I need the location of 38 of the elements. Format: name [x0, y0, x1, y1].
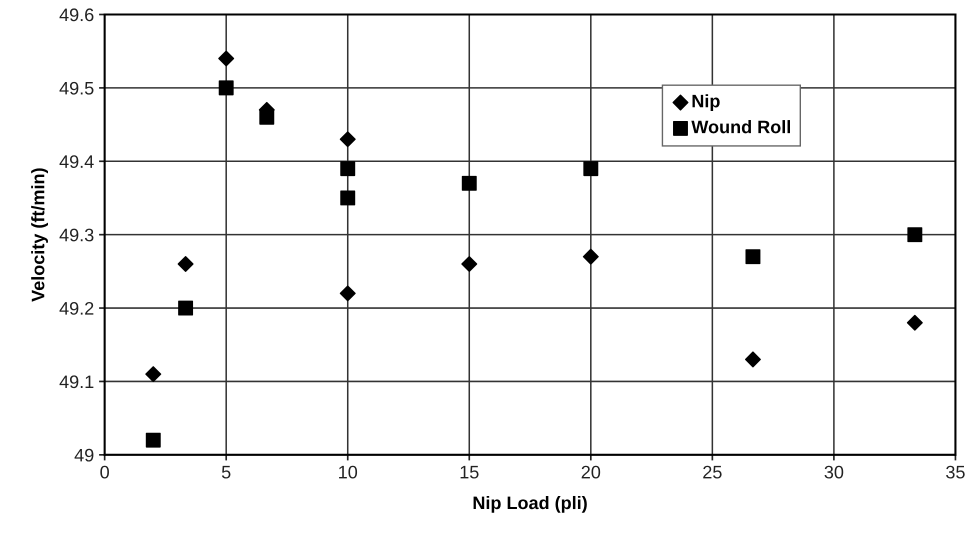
- x-tick-label: 35: [946, 466, 965, 479]
- point: [340, 161, 356, 176]
- point: [340, 285, 356, 302]
- legend-label: Nip: [692, 94, 720, 112]
- point: [744, 351, 761, 368]
- point: [340, 190, 356, 206]
- point: [218, 80, 234, 96]
- x-tick-label: 20: [582, 466, 600, 479]
- x-axis-title: Nip Load (pli): [474, 496, 587, 513]
- point: [745, 249, 760, 264]
- point: [178, 256, 194, 272]
- y-tick-label: 49.4: [60, 155, 94, 168]
- y-tick-label: 49.3: [60, 228, 94, 242]
- y-tick-label: 49: [74, 448, 94, 462]
- x-tick-label: 30: [824, 466, 844, 479]
- x-tick-label: 0: [100, 466, 109, 479]
- x-tick-label: 5: [222, 466, 230, 479]
- y-tick-label: 49.5: [60, 82, 94, 95]
- x-tick-label: 15: [460, 466, 479, 479]
- point: [340, 131, 356, 148]
- point: [907, 227, 922, 242]
- point: [218, 50, 234, 67]
- x-tick-label: 10: [339, 466, 358, 479]
- point: [461, 256, 478, 272]
- y-axis-title: Velocity (ft/min): [31, 168, 48, 302]
- point: [582, 248, 599, 265]
- legend-label: Wound Roll: [691, 120, 790, 134]
- point: [178, 300, 194, 316]
- y-tick-label: 49.6: [60, 8, 94, 22]
- point: [906, 314, 923, 331]
- point: [146, 432, 161, 448]
- x-tick-label: 25: [703, 466, 722, 479]
- point: [462, 176, 477, 191]
- y-tick-label: 49.2: [60, 302, 94, 315]
- point: [583, 161, 598, 176]
- point: [145, 366, 162, 382]
- point: [259, 110, 274, 125]
- y-tick-label: 49.1: [60, 375, 94, 388]
